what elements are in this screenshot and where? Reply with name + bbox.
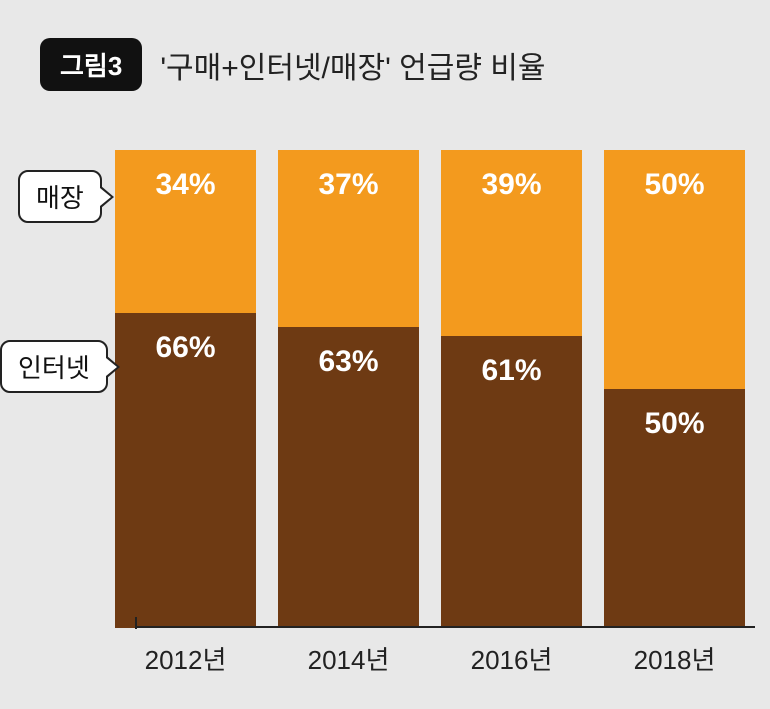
x-axis-label: 2012년 bbox=[115, 640, 256, 677]
series-callout: 매장 bbox=[18, 170, 102, 223]
x-axis-line bbox=[135, 626, 755, 628]
bar-segment-bottom: 50% bbox=[604, 389, 745, 628]
x-axis-label: 2014년 bbox=[278, 640, 419, 677]
bar-column: 50%50% bbox=[604, 150, 745, 628]
bar-segment-bottom: 63% bbox=[278, 327, 419, 628]
bar-group: 34%66%37%63%39%61%50%50% bbox=[115, 150, 745, 628]
bar-column: 34%66% bbox=[115, 150, 256, 628]
chart-title: '구매+인터넷/매장' 언급량 비율 bbox=[160, 43, 545, 87]
bar-segment-top: 34% bbox=[115, 150, 256, 313]
x-axis-label: 2016년 bbox=[441, 640, 582, 677]
bar-segment-bottom: 66% bbox=[115, 313, 256, 628]
x-axis-labels: 2012년 2014년 2016년 2018년 bbox=[115, 640, 745, 677]
chart-plot-area: 34%66%37%63%39%61%50%50% bbox=[115, 150, 745, 628]
bar-segment-bottom: 61% bbox=[441, 336, 582, 628]
bar-segment-top: 37% bbox=[278, 150, 419, 327]
figure-badge: 그림3 bbox=[40, 38, 142, 91]
bar-segment-top: 50% bbox=[604, 150, 745, 389]
series-callout: 인터넷 bbox=[0, 340, 108, 393]
bar-column: 39%61% bbox=[441, 150, 582, 628]
x-axis-label: 2018년 bbox=[604, 640, 745, 677]
chart-header: 그림3 '구매+인터넷/매장' 언급량 비율 bbox=[40, 38, 546, 91]
bar-column: 37%63% bbox=[278, 150, 419, 628]
bar-segment-top: 39% bbox=[441, 150, 582, 336]
